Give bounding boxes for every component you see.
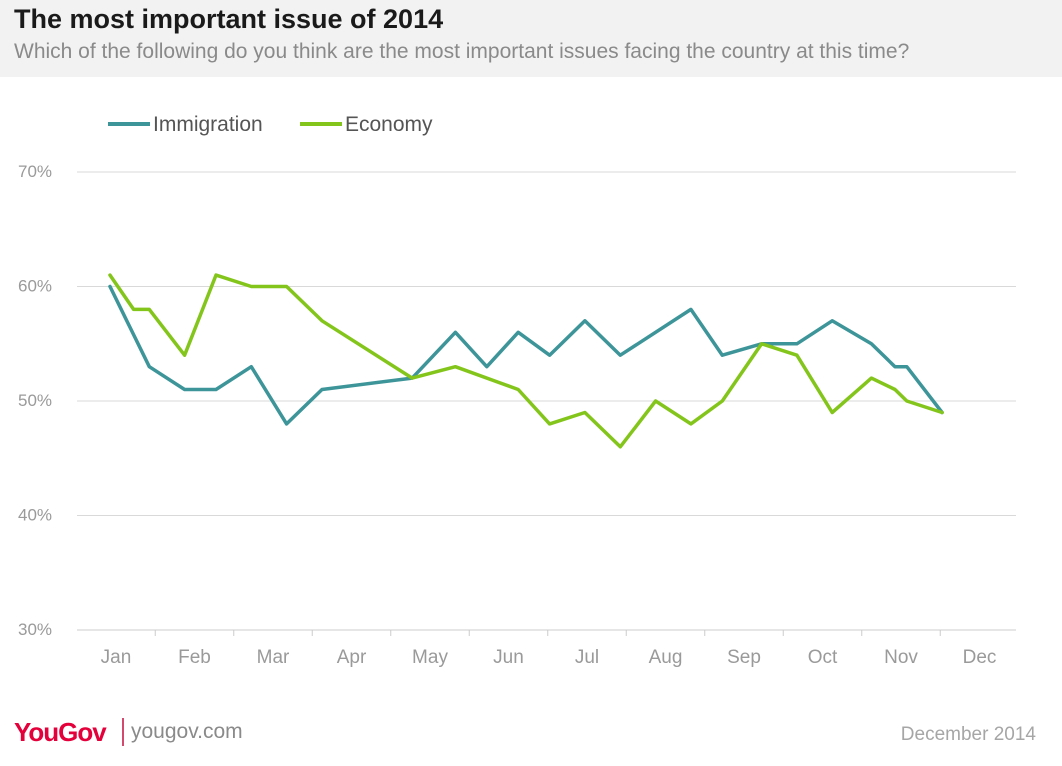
series-line-economy — [108, 273, 944, 449]
footer-site: yougov.com — [131, 720, 243, 743]
x-tick-label: Sep — [727, 647, 761, 668]
x-tick-label: Jan — [101, 647, 132, 668]
y-tick-label: 40% — [18, 506, 52, 525]
x-tick-label: Nov — [884, 647, 918, 668]
y-tick-label: 60% — [18, 277, 52, 296]
y-tick-label: 70% — [18, 162, 52, 181]
chart-header: The most important issue of 2014 Which o… — [0, 0, 1062, 77]
x-tick-label: Oct — [808, 647, 838, 668]
x-tick-label: May — [412, 647, 448, 668]
x-tick-label: Apr — [337, 647, 367, 668]
x-tick-label: Dec — [963, 647, 997, 668]
x-tick-label: Mar — [257, 647, 290, 668]
chart-title: The most important issue of 2014 — [14, 4, 444, 34]
legend-label-economy: Economy — [345, 113, 433, 136]
x-tick-label: Feb — [178, 647, 211, 668]
x-tick-label: Jul — [575, 647, 599, 668]
footer-divider — [122, 718, 124, 746]
legend-label-immigration: Immigration — [153, 113, 263, 136]
series-line-immigration — [108, 284, 944, 426]
x-tick-label: Aug — [649, 647, 683, 668]
x-tick-label: Jun — [493, 647, 524, 668]
footer-date: December 2014 — [900, 724, 1036, 745]
chart-subtitle: Which of the following do you think are … — [14, 40, 910, 63]
yougov-logo: YouGov — [14, 717, 107, 747]
y-tick-label: 30% — [18, 620, 52, 639]
y-tick-label: 50% — [18, 391, 52, 410]
